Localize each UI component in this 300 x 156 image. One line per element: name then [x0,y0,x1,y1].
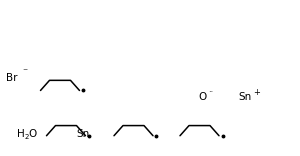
Text: +: + [254,88,260,97]
Text: O: O [28,129,36,139]
Text: 2: 2 [25,134,29,140]
Text: Sn: Sn [76,129,90,139]
Text: ⁻: ⁻ [22,68,28,78]
Text: Sn: Sn [238,93,252,102]
Text: O: O [198,93,206,102]
Text: Br: Br [6,73,17,83]
Text: ··: ·· [208,88,214,97]
Text: H: H [16,129,24,139]
